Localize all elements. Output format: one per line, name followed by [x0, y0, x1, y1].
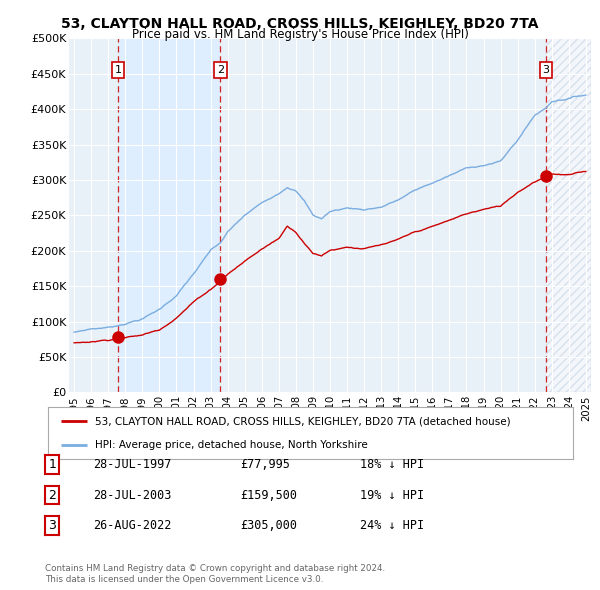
Text: 28-JUL-1997: 28-JUL-1997 — [93, 458, 172, 471]
Text: £305,000: £305,000 — [240, 519, 297, 532]
Bar — [118, 38, 220, 392]
Text: This data is licensed under the Open Government Licence v3.0.: This data is licensed under the Open Gov… — [45, 575, 323, 584]
Text: 3: 3 — [542, 65, 549, 75]
Text: £159,500: £159,500 — [240, 489, 297, 502]
Text: Contains HM Land Registry data © Crown copyright and database right 2024.: Contains HM Land Registry data © Crown c… — [45, 565, 385, 573]
Text: 26-AUG-2022: 26-AUG-2022 — [93, 519, 172, 532]
Text: 2: 2 — [48, 489, 56, 502]
Bar — [546, 38, 591, 392]
Text: Price paid vs. HM Land Registry's House Price Index (HPI): Price paid vs. HM Land Registry's House … — [131, 28, 469, 41]
Text: 24% ↓ HPI: 24% ↓ HPI — [360, 519, 424, 532]
Text: 1: 1 — [48, 458, 56, 471]
Text: HPI: Average price, detached house, North Yorkshire: HPI: Average price, detached house, Nort… — [95, 440, 368, 450]
Text: 18% ↓ HPI: 18% ↓ HPI — [360, 458, 424, 471]
Text: 1: 1 — [115, 65, 121, 75]
Text: £77,995: £77,995 — [240, 458, 290, 471]
Text: 2: 2 — [217, 65, 224, 75]
Text: 28-JUL-2003: 28-JUL-2003 — [93, 489, 172, 502]
Text: 3: 3 — [48, 519, 56, 532]
Text: 53, CLAYTON HALL ROAD, CROSS HILLS, KEIGHLEY, BD20 7TA: 53, CLAYTON HALL ROAD, CROSS HILLS, KEIG… — [61, 17, 539, 31]
Text: 19% ↓ HPI: 19% ↓ HPI — [360, 489, 424, 502]
Text: 53, CLAYTON HALL ROAD, CROSS HILLS, KEIGHLEY, BD20 7TA (detached house): 53, CLAYTON HALL ROAD, CROSS HILLS, KEIG… — [95, 416, 511, 426]
